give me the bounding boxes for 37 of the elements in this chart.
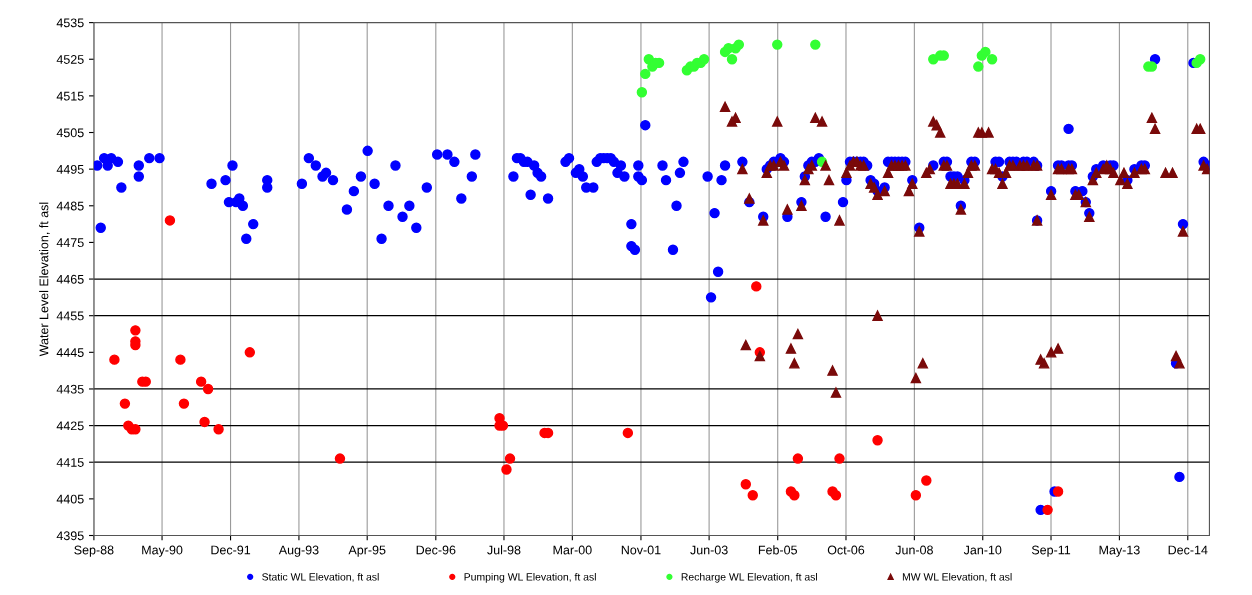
x-tick-label: Dec-91 — [211, 545, 251, 555]
x-tick-label: Dec-14 — [1168, 545, 1208, 555]
y-tick-label: 4535 — [56, 18, 84, 28]
x-tick-label: Oct-06 — [827, 545, 865, 555]
y-tick-label: 4455 — [56, 311, 84, 321]
y-tick-label: 4505 — [56, 128, 84, 138]
x-tick-label: May-90 — [142, 545, 183, 557]
x-tick-label: Jun-08 — [895, 545, 933, 555]
y-tick-label: 4415 — [56, 458, 84, 467]
y-tick-label: 4425 — [56, 421, 84, 431]
x-tick-label: Jan-10 — [963, 545, 1002, 555]
legend-label: Pumping WL Elevation, ft asl — [464, 572, 596, 583]
x-tick-label: May-13 — [1099, 545, 1140, 557]
x-tick-label: Mar-00 — [553, 545, 592, 555]
y-tick-label: 4525 — [56, 55, 84, 64]
y-tick-label: 4405 — [56, 494, 84, 504]
x-tick-label: Jun-03 — [690, 545, 728, 555]
y-axis-title: Water Level Elevation, ft asl — [39, 202, 50, 357]
x-tick-label: Sep-11 — [1031, 545, 1071, 557]
x-tick-label: Aug-93 — [278, 545, 319, 557]
y-tick-label: 4495 — [56, 164, 84, 174]
y-tick-label: 4465 — [56, 274, 84, 284]
x-tick-label: Feb-05 — [758, 545, 797, 555]
legend-label: MW WL Elevation, ft asl — [902, 572, 1012, 582]
y-tick-label: 4515 — [56, 91, 84, 101]
x-tick-label: Apr-95 — [348, 545, 386, 557]
y-tick-label: 4395 — [56, 531, 84, 541]
x-tick-label: Dec-96 — [416, 545, 456, 555]
y-tick-label: 4445 — [56, 348, 84, 357]
legend-label: Static WL Elevation, ft asl — [262, 572, 379, 582]
x-tick-label: Sep-88 — [74, 545, 114, 557]
legend-label: Recharge WL Elevation, ft asl — [681, 572, 817, 583]
x-tick-label: Nov-01 — [621, 545, 661, 555]
x-tick-label: Jul-98 — [487, 545, 521, 555]
y-tick-label: 4485 — [56, 201, 84, 211]
y-tick-label: 4475 — [56, 238, 84, 248]
y-tick-label: 4435 — [56, 384, 84, 394]
